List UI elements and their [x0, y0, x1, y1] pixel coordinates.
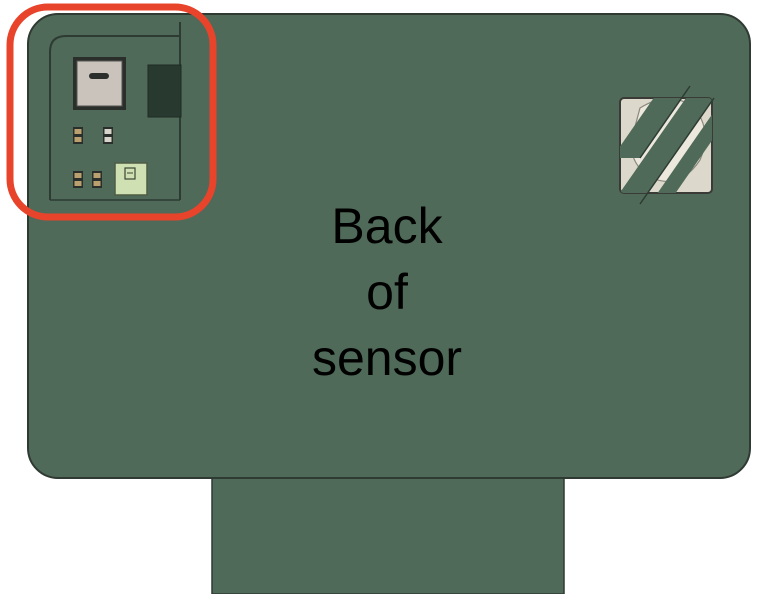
label-line-sensor: sensor	[311, 330, 463, 386]
ribbon-connector	[211, 469, 565, 595]
corner-component-area	[49, 22, 182, 201]
dark-chip	[147, 64, 182, 118]
highlight-ring	[6, 3, 217, 221]
smd-component	[73, 171, 83, 188]
label-line-back: Back	[331, 198, 443, 254]
sensor-board	[27, 13, 751, 479]
square-sensor-chip-icon	[73, 57, 126, 110]
striped-vent-icon	[619, 85, 715, 205]
light-chip	[114, 162, 148, 196]
smd-component	[73, 127, 83, 144]
smd-component	[92, 171, 102, 188]
smd-component	[103, 127, 113, 144]
center-label: Back of sensor	[287, 193, 487, 391]
label-line-of: of	[366, 264, 408, 320]
